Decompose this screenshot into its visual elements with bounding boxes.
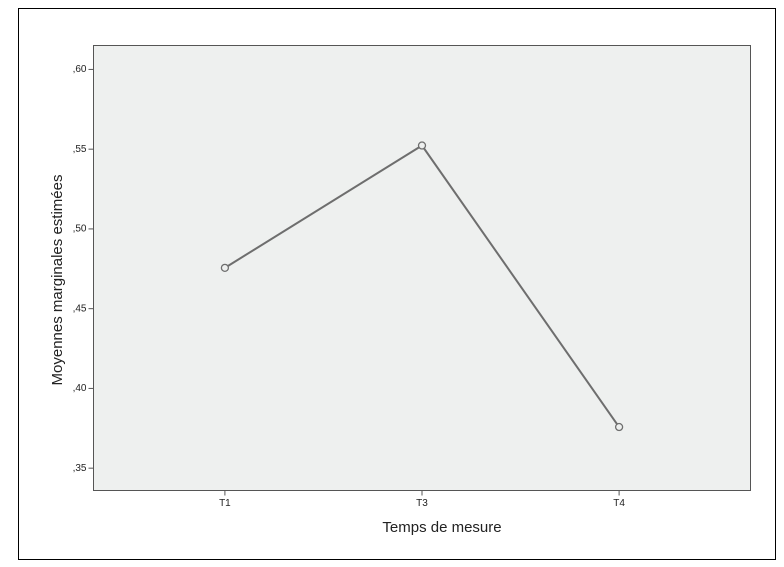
point-marker — [614, 422, 624, 432]
y-tick-label: ,60 — [73, 64, 87, 75]
point-marker — [220, 263, 230, 272]
x-axis-title: Temps de mesure — [382, 519, 501, 536]
y-tick-label: ,50 — [73, 224, 87, 235]
x-tick-label: T4 — [613, 498, 625, 509]
plot-area — [93, 45, 751, 491]
point-marker — [417, 141, 427, 150]
y-tick-label: ,35 — [73, 463, 87, 474]
y-tick-label: ,55 — [73, 144, 87, 155]
x-tick-label: T3 — [416, 498, 428, 509]
x-tick-label: T1 — [219, 498, 231, 509]
y-axis-title: Moyennes marginales estimées — [49, 175, 66, 386]
y-tick-label: ,45 — [73, 303, 87, 314]
y-tick-label: ,40 — [73, 383, 87, 394]
